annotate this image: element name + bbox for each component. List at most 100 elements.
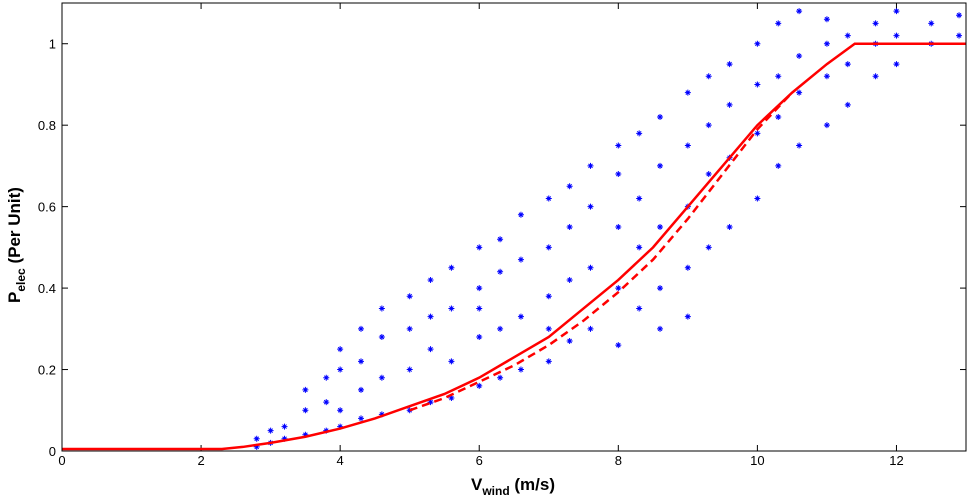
scatter-point [476,285,483,292]
scatter-point [566,224,573,230]
scatter-point [281,423,288,430]
scatter-point [497,325,504,332]
x-tick-label: 4 [337,453,344,468]
y-axis-label: Pelec (Per Unit) [5,187,28,303]
scatter-point [406,293,413,300]
scatter-point [754,195,761,202]
scatter-point [775,162,782,169]
scatter-point [956,32,963,39]
scatter-point [427,313,434,320]
y-label-sub: elec [14,268,28,292]
scatter-point [337,407,344,414]
scatter-point [893,8,900,15]
scatter-point [615,224,622,230]
scatter-point [775,20,782,27]
scatter-point [302,386,309,393]
scatter-point [448,264,455,271]
scatter-point [302,407,309,414]
scatter-point [893,32,900,39]
scatter-point [754,40,761,47]
y-tick-label: 0.4 [38,281,56,296]
scatter-point [844,32,851,39]
scatter-point [427,399,434,406]
scatter-point [448,358,455,365]
scatter-point [566,338,573,345]
plot-frame [61,2,967,452]
scatter-point [427,346,434,353]
scatter-point [566,276,573,283]
y-tick-label: 1 [49,37,56,52]
scatter-point [378,305,385,312]
y-tick-label: 0 [49,444,56,459]
scatter-point [615,285,622,292]
y-tick-label: 0.8 [38,118,56,133]
scatter-point [323,374,330,381]
x-tick-label: 2 [197,453,204,468]
curve-solid [62,42,966,451]
scatter-point [657,285,664,292]
scatter-point [636,195,643,202]
curve-dashed [409,91,794,412]
scatter-point [705,122,712,129]
scatter-point [928,20,935,27]
scatter-point [378,333,385,340]
scatter-point [476,305,483,312]
scatter-point [587,162,594,169]
scatter-point [517,313,524,320]
scatter-point [337,423,344,430]
scatter-point [844,101,851,108]
scatter-point [705,171,712,178]
scatter-point [872,73,879,80]
scatter-point [476,244,483,251]
scatter-point [448,395,455,402]
scatter-point [796,89,803,96]
scatter-point [476,382,483,389]
scatter-point [636,244,643,251]
scatter-point [545,325,552,332]
x-tick-label: 8 [615,453,622,468]
scatter-point [517,256,524,263]
x-label-rest: (m/s) [510,475,555,494]
scatter-point [497,236,504,243]
scatter-point [823,40,830,47]
scatter-point [337,346,344,353]
scatter-point [684,142,691,149]
scatter-point [796,142,803,149]
scatter-point [448,305,455,312]
scatter-point [358,325,365,332]
scatter-point [657,224,664,230]
scatter-point [253,435,260,442]
scatter-point [684,313,691,320]
y-tick-label: 0.6 [38,200,56,215]
scatter-point [358,386,365,393]
scatter-point [427,276,434,283]
scatter-point [726,61,733,68]
y-tick-label: 0.2 [38,363,56,378]
x-axis-label: Vwind (m/s) [471,475,555,498]
scatter-point [566,183,573,190]
scatter-point [378,374,385,381]
scatter-point [796,52,803,59]
scatter-point [406,325,413,332]
scatter-point [281,435,288,442]
scatter-point [872,20,879,27]
x-tick-label: 10 [750,453,764,468]
scatter-point [705,73,712,80]
scatter-point [823,16,830,23]
scatter-point [545,244,552,251]
scatter-point [636,130,643,137]
scatter-point [358,358,365,365]
scatter-point [587,203,594,210]
scatter-point [893,61,900,68]
scatter-point [587,325,594,332]
x-label-main: V [471,475,483,494]
plot-area [62,3,966,451]
scatter-point [302,431,309,438]
scatter-point [517,211,524,218]
scatter-point [726,224,733,230]
scatter-point [657,325,664,332]
scatter-point [545,293,552,300]
scatter-point [844,61,851,68]
